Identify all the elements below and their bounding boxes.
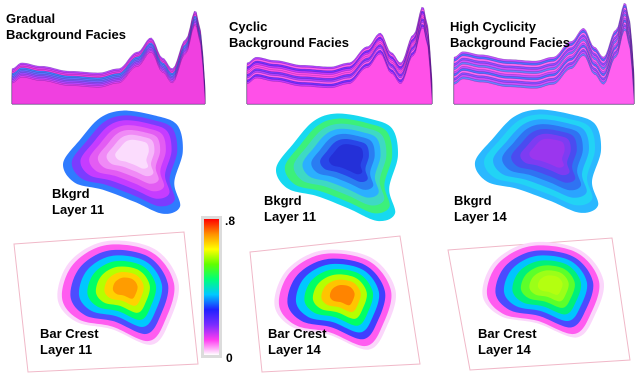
panel-3-bkgrd-label-line-2: Layer 14 — [454, 209, 507, 224]
bkgrd-map-3 — [474, 109, 602, 213]
cross-section-layer — [11, 25, 206, 105]
panel-3-bkgrd-label: Bkgrd Layer 14 — [454, 193, 507, 225]
panel-2-title-line-1: Cyclic — [229, 19, 268, 34]
panel-3-bar-label-line-1: Bar Crest — [478, 326, 537, 341]
panel-1-title-line-2: Background Facies — [6, 27, 126, 42]
bar-crest-contour — [329, 284, 355, 306]
bkgrd-map-2 — [275, 113, 398, 222]
panel-1-bar-label-line-2: Layer 11 — [40, 342, 93, 357]
panel-2-bar-label-line-2: Layer 14 — [268, 342, 321, 357]
bar-crest-maps — [13, 231, 631, 373]
bar-crest-contour — [112, 277, 138, 299]
panel-1-bar-label: Bar Crest Layer 11 — [40, 326, 99, 358]
panel-1-bkgrd-label-line-1: Bkgrd — [52, 186, 90, 201]
panel-2-bkgrd-label-line-2: Layer 11 — [264, 209, 317, 224]
panel-1-bar-label-line-1: Bar Crest — [40, 326, 99, 341]
panel-3-bar-label-line-2: Layer 14 — [478, 342, 531, 357]
bkgrd-map-contour — [328, 144, 364, 175]
colorbar — [201, 216, 222, 358]
panel-1-bkgrd-label: Bkgrd Layer 11 — [52, 186, 104, 218]
bar-crest-frame — [447, 237, 631, 371]
cross-section-layer — [246, 27, 433, 105]
panel-3-bar-label: Bar Crest Layer 14 — [478, 326, 537, 358]
panel-2-title: Cyclic Background Facies — [229, 19, 349, 51]
bar-crest-frame — [13, 231, 199, 373]
cross-section-2 — [246, 6, 433, 105]
background-maps — [63, 109, 602, 222]
colorbar-min-label: 0 — [226, 351, 233, 365]
colorbar-gradient — [204, 219, 219, 355]
panel-2-title-line-2: Background Facies — [229, 35, 349, 50]
cross-section-layer — [453, 30, 635, 105]
panel-3-bkgrd-label-line-1: Bkgrd — [454, 193, 492, 208]
panel-2-bar-label: Bar Crest Layer 14 — [268, 326, 327, 358]
bkgrd-map-contour — [115, 139, 149, 169]
bar-crest-map-3 — [447, 237, 631, 371]
panel-3-title: High Cyclicity Background Facies — [450, 19, 570, 51]
bkgrd-map-1 — [63, 110, 183, 214]
cross-section-1 — [11, 10, 206, 105]
panel-2-bar-label-line-1: Bar Crest — [268, 326, 327, 341]
panel-1-bkgrd-label-line-2: Layer 11 — [52, 202, 105, 217]
colorbar-max-label: .8 — [225, 214, 236, 228]
bar-crest-map-1 — [13, 231, 199, 373]
panel-2-bkgrd-label-line-1: Bkgrd — [264, 193, 302, 208]
panel-2-bkgrd-label: Bkgrd Layer 11 — [264, 193, 316, 225]
cross-section-3 — [453, 2, 635, 105]
bar-crest-contour — [537, 275, 563, 295]
panel-3-title-line-1: High Cyclicity — [450, 19, 536, 34]
cross-sections — [11, 2, 635, 105]
panel-1-title: Gradual Background Facies — [6, 11, 126, 43]
bar-crest-frame — [249, 235, 421, 373]
bar-crest-map-2 — [249, 235, 421, 373]
panel-3-title-line-2: Background Facies — [450, 35, 570, 50]
bkgrd-map-contour — [529, 138, 565, 168]
panel-1-title-line-1: Gradual — [6, 11, 56, 26]
